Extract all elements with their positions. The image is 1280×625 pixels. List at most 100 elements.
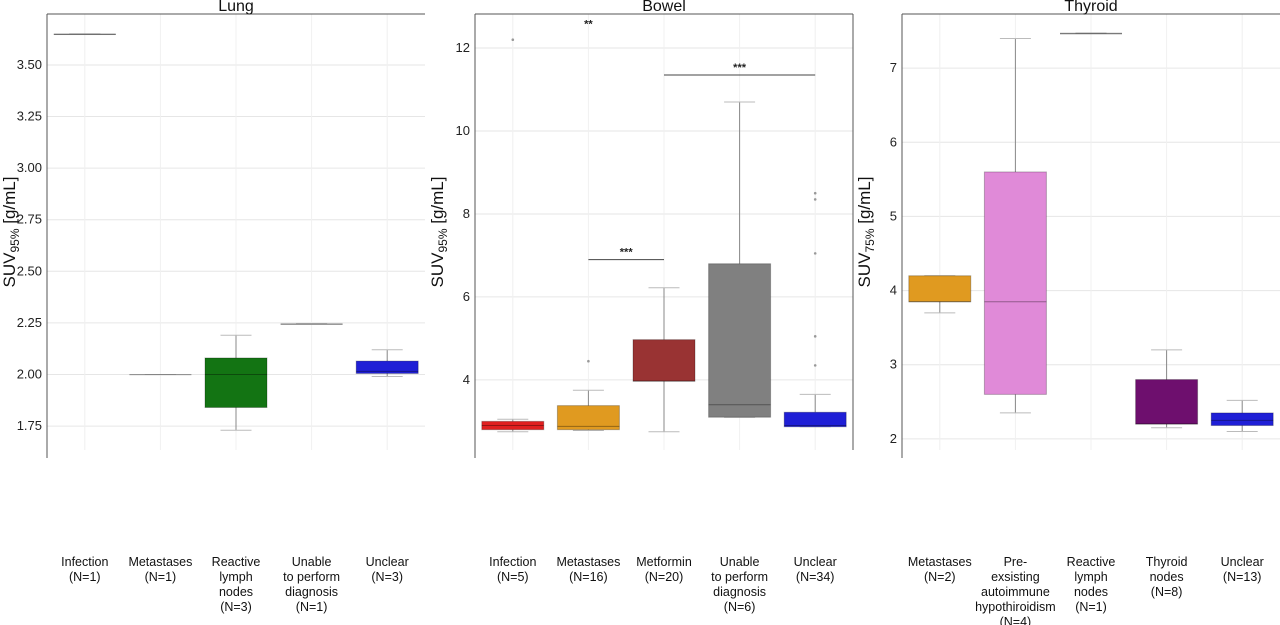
x-tick-label-line: Unable (292, 555, 332, 569)
y-tick-label: 6 (890, 134, 897, 149)
box-iqr (1060, 33, 1122, 35)
outlier-point (813, 191, 817, 195)
box-iqr (204, 357, 268, 408)
panel-bowel: 4 6 8 10 12 Bowel SUV95% [g/mL] Infection (N=5) M… (428, 0, 854, 614)
x-tick-label: Thyroid nodes (N=8) (1146, 555, 1188, 599)
box-iqr (708, 263, 772, 418)
x-tick-label: Metformin (N=20) (636, 555, 692, 584)
x-tick-label-line: (N=3) (371, 570, 403, 584)
outlier-point (813, 198, 817, 201)
x-tick-label-line: hypothiroidism (975, 600, 1056, 614)
x-tick-label-line: Metastases (908, 555, 972, 569)
y-tick-label: 2.25 (17, 315, 42, 330)
x-tick-label-line: Pre- (1004, 555, 1028, 569)
x-tick-label-line: Unable (720, 555, 760, 569)
box-iqr (129, 374, 192, 376)
x-tick-label-line: Unclear (794, 555, 837, 569)
y-tick-label: 4 (463, 372, 470, 387)
x-tick-label-line: to perform (283, 570, 340, 584)
significance-label: *** (733, 62, 747, 74)
box-2 (204, 334, 268, 431)
box-2 (1060, 32, 1122, 35)
x-tick-label-line: Unclear (366, 555, 409, 569)
x-tick-label-line: Infection (61, 555, 108, 569)
ylabel-main: SUV (855, 252, 874, 288)
x-tick-label-line: (N=2) (924, 570, 956, 584)
y-axis-label: SUV75% [g/mL] (855, 177, 877, 288)
x-tick-label-line: exsisting (991, 570, 1040, 584)
box-1 (983, 37, 1047, 414)
x-tick-label-line: (N=5) (497, 570, 529, 584)
x-tick-label-line: Metformin (636, 555, 692, 569)
ylabel-unit: [g/mL] (855, 177, 874, 229)
y-tick-label: 6 (463, 289, 470, 304)
outlier-point (587, 359, 590, 363)
x-tick-label-line: nodes (219, 585, 253, 599)
y-axis-label: SUV95% [g/mL] (0, 177, 22, 288)
x-tick-label: Unable to perform diagnosis (N=6) (711, 555, 768, 614)
ylabel-main: SUV (428, 252, 447, 288)
ylabel-subscript: 95% (8, 228, 22, 252)
box-iqr (53, 34, 116, 36)
x-tick-label-line: (N=8) (1151, 585, 1183, 599)
box-iqr (280, 323, 343, 325)
box-iqr (481, 420, 545, 431)
y-tick-label: 2.50 (17, 263, 42, 278)
box-0 (53, 33, 116, 36)
x-tick-label-line: lymph (1074, 570, 1107, 584)
x-tick-label: Infection (N=1) (61, 555, 108, 584)
x-tick-label-line: Infection (489, 555, 536, 569)
panel-thyroid: 2 3 4 5 6 7 Thyroid SUV75% [g/mL] Metastases (N=2… (855, 0, 1280, 625)
x-tick-label: Reactive lymph nodes (N=1) (1067, 555, 1116, 614)
box-iqr (983, 171, 1047, 395)
box-0 (908, 275, 972, 314)
x-tick-label-line: (N=13) (1223, 570, 1262, 584)
y-tick-label: 3 (890, 357, 897, 372)
x-tick-label: Unclear (N=13) (1221, 555, 1264, 584)
x-tick-label: Infection (N=5) (489, 555, 536, 584)
outlier-point (813, 335, 817, 338)
box-iqr (783, 411, 847, 428)
y-axis-label: SUV95% [g/mL] (428, 177, 450, 288)
y-tick-label: 4 (890, 283, 897, 298)
x-tick-label-line: (N=34) (796, 570, 835, 584)
x-tick-label-line: (N=20) (645, 570, 684, 584)
outlier-point (813, 252, 817, 255)
y-tick-label: 3.25 (17, 109, 42, 124)
x-tick-label: Unclear (N=3) (366, 555, 409, 584)
x-tick-label-line: autoimmune (981, 585, 1050, 599)
box-iqr (632, 339, 696, 382)
x-tick-label: Unclear (N=34) (794, 555, 837, 584)
box-4 (783, 393, 847, 428)
x-tick-label-line: (N=1) (145, 570, 177, 584)
panel-title: Bowel (642, 0, 686, 15)
y-tick-label: 3.50 (17, 57, 42, 72)
box-4 (1210, 399, 1274, 432)
box-iqr (355, 360, 419, 374)
x-tick-label-line: to perform (711, 570, 768, 584)
ylabel-unit: [g/mL] (0, 177, 19, 229)
x-tick-label: Metastases (N=2) (908, 555, 972, 584)
x-tick-label: Pre-exsisting autoimmune hypothiroidism (N=… (975, 555, 1056, 625)
x-tick-label: Reactive lymph nodes (N=3) (212, 555, 261, 614)
ylabel-subscript: 95% (436, 228, 450, 252)
x-tick-label-line: lymph (219, 570, 252, 584)
x-tick-label-line: diagnosis (713, 585, 766, 599)
y-tick-label: 7 (890, 60, 897, 75)
y-tick-label: 2.75 (17, 212, 42, 227)
outlier-point (813, 364, 817, 367)
box-3 (1135, 349, 1199, 429)
ylabel-main: SUV (0, 252, 19, 288)
x-tick-label-line: Reactive (1067, 555, 1116, 569)
ylabel-subscript: 75% (863, 228, 877, 252)
panel-title: Thyroid (1064, 0, 1117, 15)
x-tick-label-line: (N=1) (69, 570, 101, 584)
panel-lung: 1.75 2.00 2.25 2.50 2.75 3.00 3.25 3.50 Lung SUV9… (0, 0, 425, 614)
y-tick-label: 2 (890, 431, 897, 446)
x-tick-label-line: (N=4) (1000, 615, 1032, 625)
box-iqr (908, 275, 972, 303)
box-iqr (556, 405, 620, 431)
x-tick-label-line: (N=16) (569, 570, 608, 584)
y-tick-label: 10 (456, 123, 470, 138)
